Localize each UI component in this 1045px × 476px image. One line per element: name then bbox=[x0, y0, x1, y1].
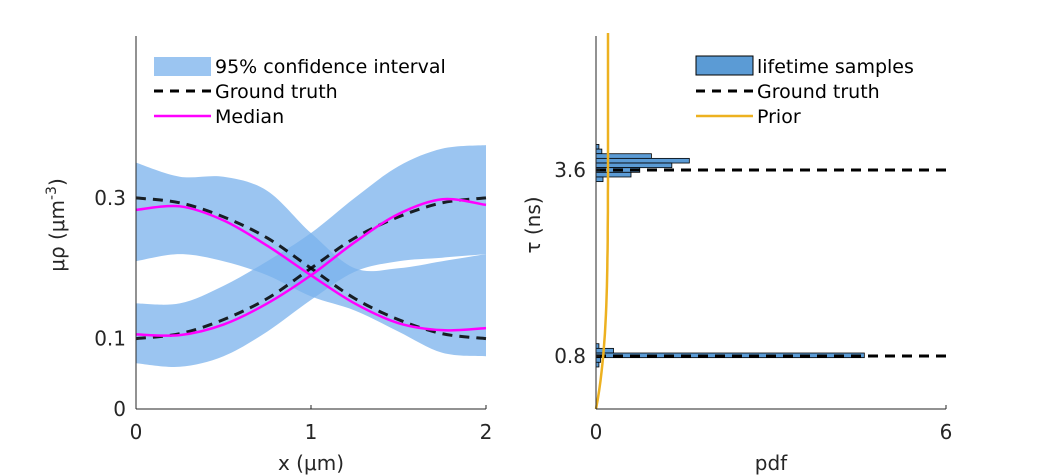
left-y-tick-label: 0.3 bbox=[94, 186, 126, 210]
right-y-tick-label: 0.8 bbox=[554, 344, 586, 368]
left-x-tick-label: 2 bbox=[480, 420, 493, 444]
legend-label-median: Median bbox=[215, 106, 284, 128]
histogram-bar bbox=[595, 148, 603, 155]
histogram-bar bbox=[595, 153, 652, 159]
left-y-tick-label: 0.1 bbox=[94, 327, 126, 351]
left-bands bbox=[136, 145, 486, 367]
histogram-bar bbox=[595, 357, 602, 363]
left-y-tick-label: 0 bbox=[113, 397, 126, 421]
legend-swatch-ci bbox=[154, 57, 211, 76]
legend-swatch-lifetime bbox=[695, 55, 754, 76]
histogram-bar bbox=[595, 157, 690, 164]
median-line-2 bbox=[135, 197, 487, 337]
legend-label-ground-truth: Ground truth bbox=[215, 81, 338, 103]
right-x-tick-label: 0 bbox=[590, 420, 603, 444]
left-legend: 95% confidence interval Ground truth Med… bbox=[154, 56, 446, 128]
right-bars bbox=[595, 144, 865, 368]
histogram-bar bbox=[595, 171, 632, 178]
right-y-axis-label: τ (ns) bbox=[521, 196, 545, 253]
left-x-axis-label: x (μm) bbox=[278, 451, 344, 475]
left-lines bbox=[135, 196, 487, 341]
right-legend: lifetime samples Ground truth Prior bbox=[695, 55, 914, 128]
right-y-tick-label: 3.6 bbox=[554, 158, 586, 182]
left-y-axis-label: μρ (μm-3) bbox=[44, 178, 69, 272]
legend-label-ci: 95% confidence interval bbox=[215, 56, 446, 78]
legend-label-lifetime: lifetime samples bbox=[757, 56, 914, 78]
left-ticks: 0 1 2 0 0.1 0.3 bbox=[94, 186, 492, 444]
confidence-band-2 bbox=[136, 145, 486, 367]
right-x-axis-label: pdf bbox=[755, 451, 788, 475]
ground-truth-line-2 bbox=[135, 196, 487, 341]
left-x-tick-label: 1 bbox=[305, 420, 318, 444]
right-axes bbox=[595, 36, 946, 410]
legend-label-prior: Prior bbox=[757, 106, 801, 128]
prior-curve bbox=[594, 33, 610, 410]
histogram-bar bbox=[595, 176, 604, 183]
right-ticks: 0 6 0.8 3.6 bbox=[554, 158, 952, 444]
legend-label-ground-truth-right: Ground truth bbox=[757, 81, 880, 103]
right-x-tick-label: 6 bbox=[940, 420, 953, 444]
right-plot: 0 6 0.8 3.6 lifetime samples Ground truth P… bbox=[521, 33, 952, 475]
left-x-tick-label: 0 bbox=[130, 420, 143, 444]
right-ground-truth bbox=[596, 168, 946, 358]
left-plot: 0 1 2 0 0.1 0.3 95% confidence interval Groun… bbox=[44, 36, 492, 475]
